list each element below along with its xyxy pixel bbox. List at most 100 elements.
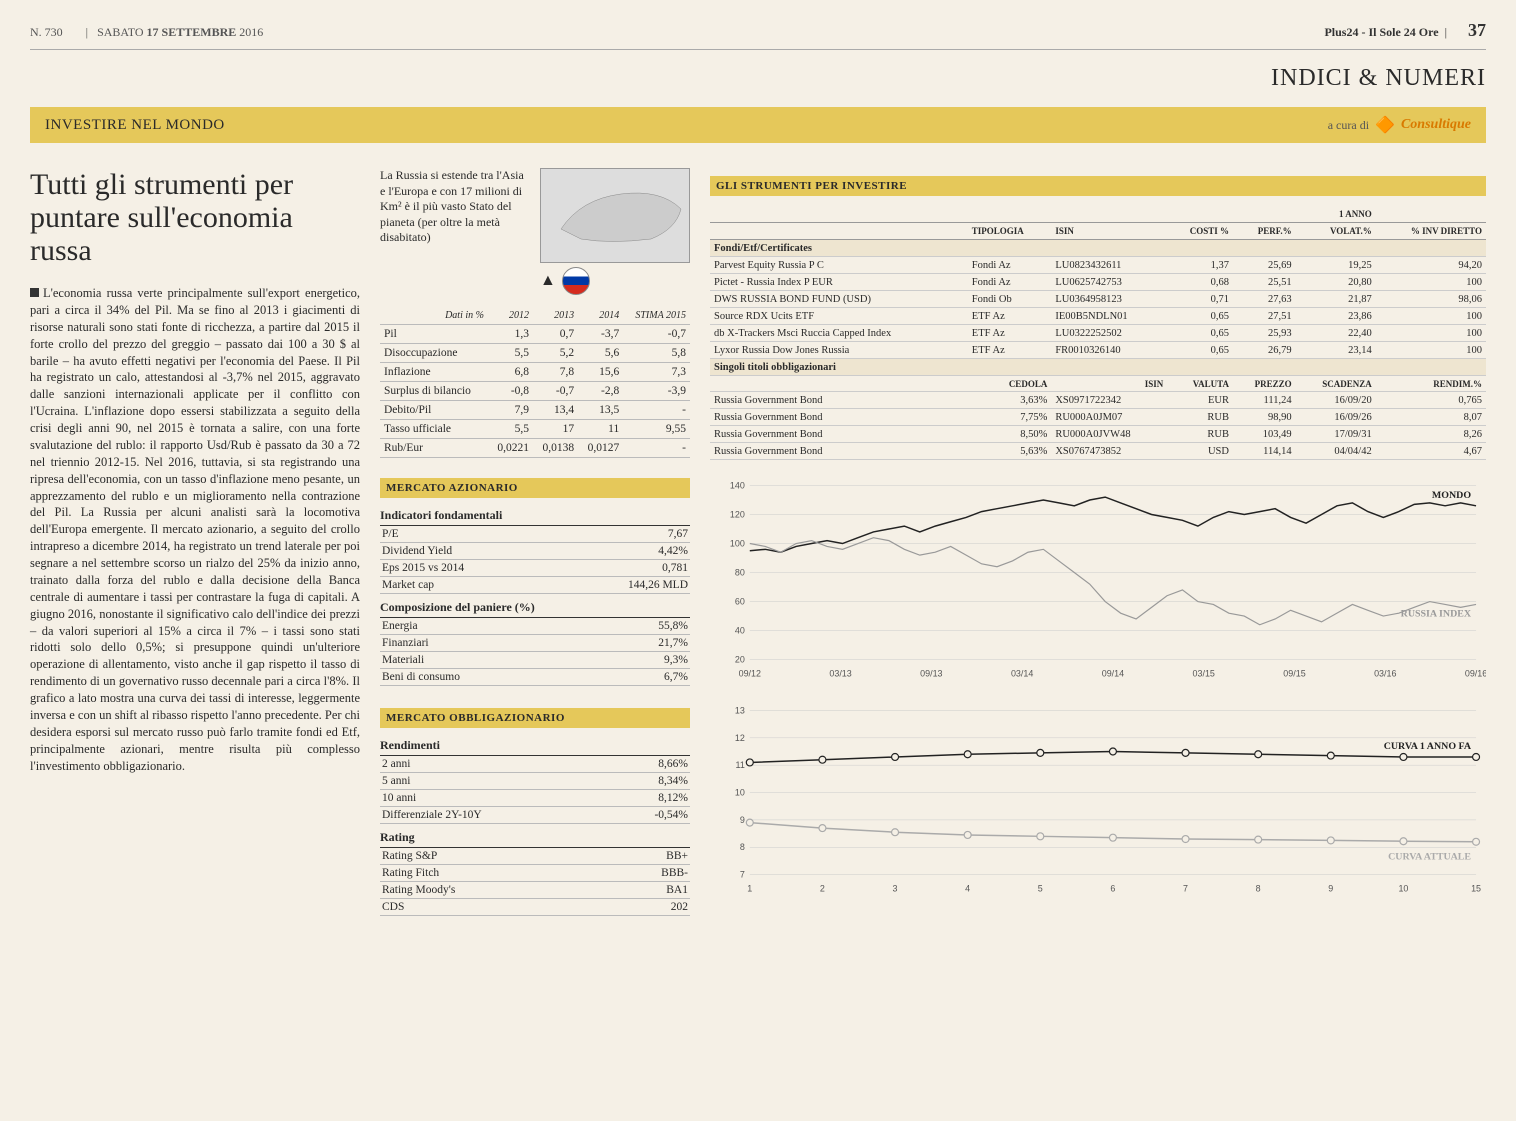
svg-text:10: 10: [735, 788, 745, 798]
category-band: INVESTIRE NEL MONDO a cura di 🔶 Consulti…: [30, 107, 1486, 143]
instruments-header: GLI STRUMENTI PER INVESTIRE: [710, 176, 1486, 196]
fundamentals-table: P/E7,67Dividend Yield4,42%Eps 2015 vs 20…: [380, 526, 690, 594]
svg-text:09/13: 09/13: [920, 669, 942, 679]
table-row: Beni di consumo6,7%: [380, 669, 690, 686]
svg-text:03/15: 03/15: [1193, 669, 1215, 679]
page-number: 37: [1468, 20, 1486, 40]
compass-icon: ▲: [540, 272, 556, 290]
russia-flag-icon: [562, 267, 590, 295]
instruments-table: 1 ANNO TIPOLOGIAISINCOSTI %PERF.%VOLAT.%…: [710, 206, 1486, 460]
svg-text:6: 6: [1110, 884, 1115, 894]
table-row: Russia Government Bond3,63%XS0971722342E…: [710, 392, 1486, 409]
svg-text:7: 7: [740, 870, 745, 880]
composition-header: Composizione del paniere (%): [380, 600, 690, 618]
russia-map-icon: RussiaMosca: [540, 168, 690, 263]
table-row: Finanziari21,7%: [380, 635, 690, 652]
table-row: CDS202: [380, 899, 690, 916]
svg-text:100: 100: [730, 539, 745, 549]
bond-market-header: MERCATO OBBLIGAZIONARIO: [380, 708, 690, 728]
svg-text:4: 4: [965, 884, 970, 894]
rating-header: Rating: [380, 830, 690, 848]
table-row: Disoccupazione5,55,25,65,8: [380, 344, 690, 363]
rating-table: Rating S&PBB+Rating FitchBBB-Rating Mood…: [380, 848, 690, 916]
table-row: Surplus di bilancio-0,8-0,7-2,8-3,9: [380, 382, 690, 401]
svg-text:MONDO: MONDO: [1432, 490, 1471, 501]
svg-text:8: 8: [1256, 884, 1261, 894]
curated-by: a cura di 🔶 Consultique: [1328, 115, 1471, 135]
svg-text:03/13: 03/13: [829, 669, 851, 679]
consultique-logo: Consultique: [1401, 117, 1471, 133]
svg-text:RUSSIA INDEX: RUSSIA INDEX: [1401, 608, 1472, 619]
svg-text:10: 10: [1398, 884, 1408, 894]
table-row: Parvest Equity Russia P CFondi AzLU08234…: [710, 257, 1486, 274]
table-row: Rating FitchBBB-: [380, 865, 690, 882]
svg-text:09/15: 09/15: [1283, 669, 1305, 679]
top-header: N. 730 | SABATO 17 SETTEMBRE 2016 Plus24…: [30, 20, 1486, 50]
publication-name: Plus24 - Il Sole 24 Ore: [1324, 25, 1438, 39]
svg-text:03/14: 03/14: [1011, 669, 1033, 679]
table-row: Dividend Yield4,42%: [380, 543, 690, 560]
article-title: Tutti gli strumenti per puntare sull'eco…: [30, 168, 360, 267]
map-area: La Russia si estende tra l'Asia e l'Euro…: [380, 168, 690, 295]
table-row: Market cap144,26 MLD: [380, 577, 690, 594]
yields-header: Rendimenti: [380, 738, 690, 756]
svg-text:140: 140: [730, 480, 745, 490]
table-row: Eps 2015 vs 20140,781: [380, 560, 690, 577]
table-row: P/E7,67: [380, 526, 690, 543]
publication-date: SABATO 17 SETTEMBRE 2016: [97, 25, 263, 39]
table-row: Lyxor Russia Dow Jones RussiaETF AzFR001…: [710, 342, 1486, 359]
yield-curve-chart: 789101112131234567891015CURVA 1 ANNO FAC…: [710, 700, 1486, 900]
table-row: 10 anni8,12%: [380, 790, 690, 807]
svg-text:15: 15: [1471, 884, 1481, 894]
svg-text:60: 60: [735, 597, 745, 607]
svg-text:8: 8: [740, 842, 745, 852]
article-column: Tutti gli strumenti per puntare sull'eco…: [30, 168, 360, 916]
table-row: Russia Government Bond5,63%XS0767473852U…: [710, 443, 1486, 460]
russia-description: La Russia si estende tra l'Asia e l'Euro…: [380, 168, 530, 246]
table-row: DWS RUSSIA BOND FUND (USD)Fondi ObLU0364…: [710, 291, 1486, 308]
svg-text:11: 11: [736, 760, 745, 770]
table-row: db X-Trackers Msci Ruccia Capped IndexET…: [710, 325, 1486, 342]
yields-table: 2 anni8,66%5 anni8,34%10 anni8,12%Differ…: [380, 756, 690, 824]
svg-text:9: 9: [740, 815, 745, 825]
composition-table: Energia55,8%Finanziari21,7%Materiali9,3%…: [380, 618, 690, 686]
svg-text:40: 40: [735, 626, 745, 636]
issue-number: N. 730: [30, 25, 63, 39]
table-row: Differenziale 2Y-10Y-0,54%: [380, 807, 690, 824]
svg-text:09/12: 09/12: [739, 669, 761, 679]
table-row: Materiali9,3%: [380, 652, 690, 669]
table-row: 2 anni8,66%: [380, 756, 690, 773]
table-row: Energia55,8%: [380, 618, 690, 635]
table-row: Tasso ufficiale5,517119,55: [380, 420, 690, 439]
equity-chart: 2040608010012014009/1203/1309/1303/1409/…: [710, 475, 1486, 685]
table-row: Pil1,30,7-3,7-0,7: [380, 325, 690, 344]
table-row: 5 anni8,34%: [380, 773, 690, 790]
fundamentals-header: Indicatori fondamentali: [380, 508, 690, 526]
header-right: Plus24 - Il Sole 24 Ore | 37: [1324, 20, 1486, 41]
article-body: L'economia russa verte principalmente su…: [30, 285, 360, 774]
svg-text:1: 1: [747, 884, 752, 894]
table-row: Pictet - Russia Index P EURFondi AzLU062…: [710, 274, 1486, 291]
svg-text:03/16: 03/16: [1374, 669, 1396, 679]
equity-market-header: MERCATO AZIONARIO: [380, 478, 690, 498]
svg-text:12: 12: [735, 733, 745, 743]
table-row: Inflazione6,87,815,67,3: [380, 363, 690, 382]
svg-text:2: 2: [820, 884, 825, 894]
table-row: Debito/Pil7,913,413,5-: [380, 401, 690, 420]
svg-text:3: 3: [893, 884, 898, 894]
instruments-column: GLI STRUMENTI PER INVESTIRE 1 ANNO TIPOL…: [710, 168, 1486, 916]
svg-text:13: 13: [735, 705, 745, 715]
flag-row: ▲: [540, 267, 690, 295]
svg-text:CURVA 1 ANNO FA: CURVA 1 ANNO FA: [1384, 741, 1472, 752]
svg-text:7: 7: [1183, 884, 1188, 894]
table-row: Russia Government Bond8,50%RU000A0JVW48R…: [710, 426, 1486, 443]
svg-text:20: 20: [735, 655, 745, 665]
table-row: Rating Moody'sBA1: [380, 882, 690, 899]
main-grid: Tutti gli strumenti per puntare sull'eco…: [30, 168, 1486, 916]
table-row: Rub/Eur0,02210,01380,0127-: [380, 439, 690, 458]
svg-text:120: 120: [730, 509, 745, 519]
svg-text:09/14: 09/14: [1102, 669, 1124, 679]
svg-text:9: 9: [1328, 884, 1333, 894]
header-left: N. 730 | SABATO 17 SETTEMBRE 2016: [30, 25, 263, 40]
table-row: Rating S&PBB+: [380, 848, 690, 865]
